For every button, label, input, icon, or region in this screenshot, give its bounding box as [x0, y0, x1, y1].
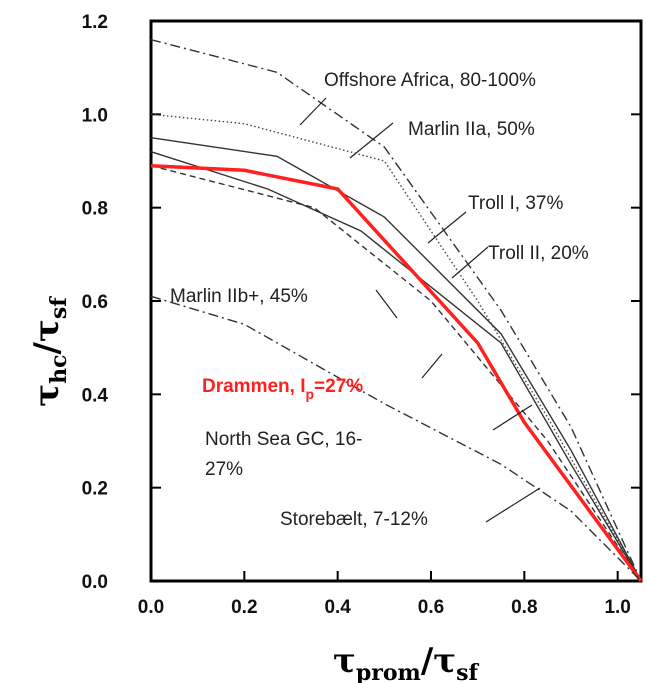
leader-line: [451, 246, 489, 279]
x-tick-label: 0.2: [231, 597, 257, 618]
series-line-6: [150, 295, 642, 582]
y-tick-label: 0.6: [82, 292, 108, 313]
leader-line: [427, 211, 467, 244]
annotation-0: Offshore Africa, 80-100%: [324, 70, 536, 91]
x-tick-label: 0.6: [418, 597, 444, 618]
leader-lines: [299, 97, 541, 523]
annotation-5: Drammen, Ip=27%: [202, 376, 363, 402]
x-tick-label: 0.8: [511, 597, 537, 618]
leader-line: [421, 353, 443, 379]
y-tick-label: 0.8: [82, 199, 108, 220]
leader-line: [485, 487, 541, 523]
series-line-3: [150, 151, 642, 582]
annotation-3: Troll II, 20%: [488, 243, 589, 264]
x-tick-label: 0.0: [138, 597, 164, 618]
series-line-5: [150, 163, 643, 583]
series-line-0: [150, 39, 642, 582]
leader-line: [492, 404, 533, 431]
annotation-6: North Sea GC, 16-27%: [205, 429, 362, 480]
y-tick-label: 1.0: [82, 105, 108, 126]
series-line-2: [150, 137, 642, 582]
x-tick-label: 0.4: [324, 597, 351, 618]
y-tick-label: 0.2: [82, 479, 108, 500]
leader-line: [299, 97, 327, 126]
leader-line: [375, 289, 398, 319]
ticks: 0.0 0.2 0.4 0.6 0.8 1.0 0.0 0.2 0.4 0.6 0.8 1.0 1.2: [82, 12, 641, 618]
annotation-4: Marlin IIb+, 45%: [170, 286, 308, 307]
annotations: Offshore Africa, 80-100% Marlin IIa, 50% T…: [170, 70, 589, 530]
y-tick-label: 0.4: [82, 385, 109, 406]
series-layer: [150, 39, 643, 583]
series-line-4: [150, 165, 642, 582]
y-tick-label: 1.2: [82, 12, 108, 33]
leader-line: [349, 122, 394, 159]
annotation-7: Storebælt, 7-12%: [280, 509, 428, 530]
x-tick-label: 1.0: [604, 597, 630, 618]
annotation-2: Troll I, 37%: [468, 193, 563, 214]
x-axis-label: τprom/τsf: [333, 641, 480, 683]
annotation-1: Marlin IIa, 50%: [408, 119, 535, 140]
y-axis-label: τhc/τsf: [27, 296, 72, 407]
y-tick-label: 0.0: [82, 572, 108, 593]
